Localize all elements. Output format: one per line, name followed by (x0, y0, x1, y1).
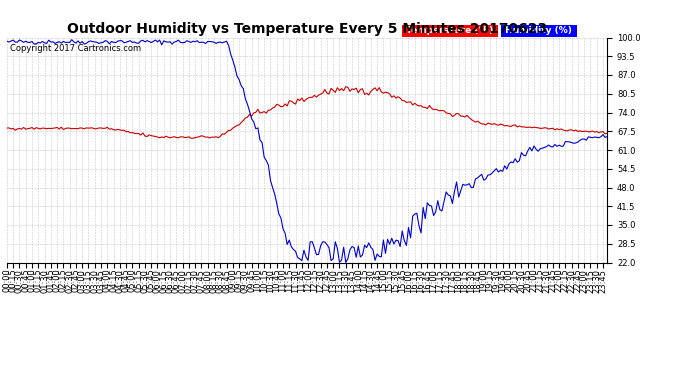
Text: Temperature (°F): Temperature (°F) (403, 26, 497, 35)
Title: Outdoor Humidity vs Temperature Every 5 Minutes 20170623: Outdoor Humidity vs Temperature Every 5 … (67, 22, 547, 36)
Text: Humidity (%): Humidity (%) (502, 26, 575, 35)
Text: Copyright 2017 Cartronics.com: Copyright 2017 Cartronics.com (10, 44, 141, 53)
